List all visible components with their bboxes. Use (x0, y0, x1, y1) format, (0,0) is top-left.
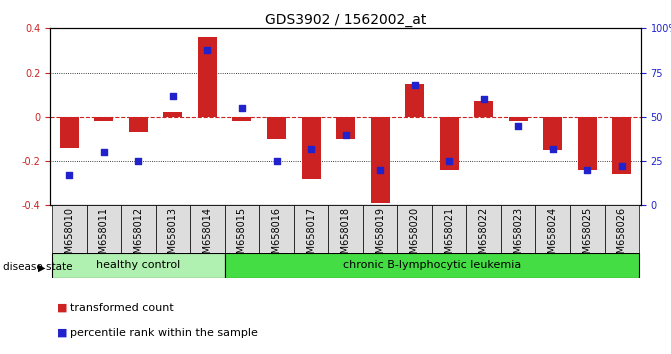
Text: GSM658024: GSM658024 (548, 207, 558, 266)
Text: ■: ■ (57, 328, 68, 338)
Point (133, 158, 144, 164)
Bar (190, 205, 225, 253)
Bar (328, 205, 363, 253)
Point (237, 105, 248, 111)
Bar (405, 84, 424, 117)
Point (99, 149, 109, 155)
Bar (225, 253, 639, 278)
Point (64, 172, 74, 178)
Bar (578, 117, 597, 170)
Bar (570, 205, 605, 253)
Text: GSM658025: GSM658025 (582, 207, 592, 266)
Text: GSM658022: GSM658022 (478, 207, 488, 266)
Bar (259, 205, 294, 253)
Bar (613, 117, 631, 175)
Text: GSM658021: GSM658021 (444, 207, 454, 266)
Bar (164, 113, 183, 117)
Point (582, 167, 592, 173)
Bar (198, 37, 217, 117)
Point (617, 164, 627, 169)
Bar (60, 117, 79, 148)
Text: GSM658019: GSM658019 (375, 207, 385, 266)
Bar (370, 117, 390, 203)
Bar (509, 117, 527, 121)
Title: GDS3902 / 1562002_at: GDS3902 / 1562002_at (265, 13, 426, 27)
Text: GSM658015: GSM658015 (237, 207, 247, 266)
Text: transformed count: transformed count (70, 303, 174, 313)
Text: healthy control: healthy control (96, 261, 180, 270)
Text: GSM658014: GSM658014 (203, 207, 213, 266)
Text: GSM658026: GSM658026 (617, 207, 627, 266)
Bar (363, 205, 397, 253)
Text: GSM658012: GSM658012 (134, 207, 144, 266)
Text: ■: ■ (57, 303, 68, 313)
Bar (432, 205, 466, 253)
Bar (267, 117, 286, 139)
Bar (87, 205, 121, 253)
Text: GSM658023: GSM658023 (513, 207, 523, 266)
Text: GSM658011: GSM658011 (99, 207, 109, 266)
Point (444, 158, 454, 164)
Bar (121, 205, 156, 253)
Bar (52, 253, 225, 278)
Point (513, 123, 523, 129)
Point (202, 47, 213, 52)
Point (478, 96, 489, 102)
Bar (605, 205, 639, 253)
Text: GSM658018: GSM658018 (341, 207, 350, 266)
Bar (129, 117, 148, 132)
Bar (294, 205, 328, 253)
Text: GSM658010: GSM658010 (64, 207, 74, 266)
Text: chronic B-lymphocytic leukemia: chronic B-lymphocytic leukemia (343, 261, 521, 270)
Text: percentile rank within the sample: percentile rank within the sample (70, 328, 258, 338)
Bar (301, 117, 321, 179)
Text: disease state: disease state (3, 262, 73, 272)
Bar (466, 205, 501, 253)
Bar (156, 205, 190, 253)
Text: ▶: ▶ (38, 262, 46, 272)
Bar (397, 205, 432, 253)
Text: GSM658020: GSM658020 (409, 207, 419, 266)
Bar (544, 117, 562, 150)
Bar (501, 205, 535, 253)
Text: GSM658016: GSM658016 (272, 207, 282, 266)
Text: GSM658017: GSM658017 (306, 207, 316, 266)
Point (306, 146, 317, 152)
Bar (474, 101, 493, 117)
Point (548, 146, 558, 152)
Point (271, 158, 282, 164)
Point (409, 82, 420, 88)
Point (340, 132, 351, 137)
Bar (95, 117, 113, 121)
Point (374, 167, 385, 173)
Point (168, 93, 178, 98)
Bar (535, 205, 570, 253)
Bar (225, 205, 259, 253)
Bar (52, 205, 87, 253)
Bar (232, 117, 252, 121)
Bar (336, 117, 355, 139)
Bar (440, 117, 459, 170)
Text: GSM658013: GSM658013 (168, 207, 178, 266)
